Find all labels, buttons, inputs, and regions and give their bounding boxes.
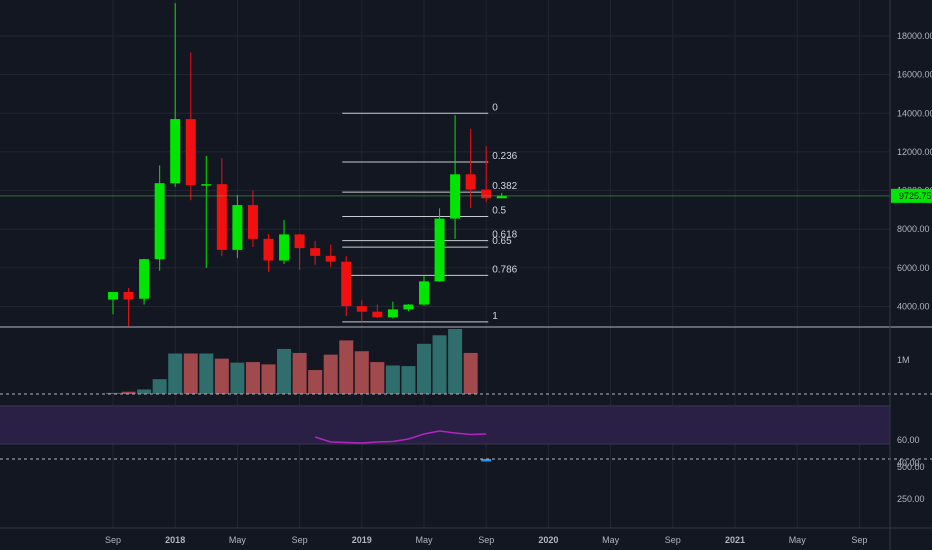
volume-bar (137, 389, 152, 394)
volume-bar (417, 343, 431, 394)
volume-bar (448, 329, 463, 394)
price-tick-label: 8000.00 (897, 224, 930, 234)
candle-body (170, 119, 181, 184)
candle-body (108, 291, 118, 300)
candle-body (279, 234, 290, 261)
price-tick-label: 16000.00 (897, 70, 932, 80)
candle-body (325, 255, 336, 262)
time-tick-label: May (602, 535, 620, 545)
time-tick-label: Sep (105, 535, 121, 545)
candle-body (232, 205, 243, 250)
volume-bar (370, 362, 385, 394)
time-tick-label: 2021 (725, 535, 745, 545)
volume-bar (106, 392, 120, 394)
volume-bar (152, 379, 167, 394)
time-tick-label: 2020 (538, 535, 558, 545)
candle-body (123, 291, 134, 300)
fib-level-label: 1 (492, 311, 498, 322)
candle-body (465, 174, 476, 190)
candle-body (216, 184, 227, 250)
volume-tick-label: 1M (897, 355, 910, 365)
candle-body (263, 238, 274, 261)
volume-bar (292, 352, 307, 394)
axes: 18000.0016000.0014000.0012000.0010000.00… (105, 31, 932, 545)
volume-bar (432, 335, 447, 394)
volume-bar (277, 348, 292, 394)
time-tick-label: May (229, 535, 247, 545)
current-price-value: 9725.75 (899, 191, 932, 201)
time-tick-label: May (789, 535, 807, 545)
time-tick-label: 2018 (165, 535, 185, 545)
grid-lines (0, 0, 890, 528)
time-tick-label: 2019 (352, 535, 372, 545)
candle-body (419, 281, 429, 305)
fib-level-label: 0.786 (492, 264, 517, 275)
time-tick-label: Sep (665, 535, 681, 545)
volume-bar (308, 370, 323, 394)
rsi-pane (314, 430, 487, 444)
volume-bar (463, 352, 478, 394)
volume-bar (323, 354, 338, 394)
volume-bar (168, 353, 183, 394)
candlestick-series (0, 3, 890, 327)
volume-bar (339, 340, 354, 394)
third-pane-marker (481, 459, 492, 462)
candle-body (154, 183, 165, 260)
candle-body (387, 309, 398, 318)
candle-body (247, 205, 258, 239)
fib-level-label: 0.65 (492, 236, 512, 247)
candle-body (356, 306, 367, 312)
candle-body (185, 119, 196, 186)
price-tick-label: 18000.00 (897, 31, 932, 41)
time-tick-label: Sep (478, 535, 494, 545)
rsi-band (0, 406, 890, 444)
rsi-tick-label: 40.00 (897, 458, 920, 468)
current-price-tag (891, 188, 932, 203)
candle-body (403, 304, 414, 310)
candle-body (201, 184, 212, 186)
candle-body (496, 195, 507, 199)
price-tick-label: 12000.00 (897, 147, 932, 157)
volume-bar (401, 366, 416, 394)
time-tick-label: May (415, 535, 433, 545)
volume-bar (385, 365, 400, 394)
volume-bar (354, 351, 369, 394)
volume-pane (106, 329, 478, 394)
volume-bar (261, 364, 276, 394)
third-tick-label: 500.00 (897, 462, 925, 472)
volume-bar (199, 353, 214, 394)
fib-level-label: 0.5 (492, 205, 506, 216)
rsi-line (314, 430, 487, 444)
volume-bar (121, 391, 136, 394)
third-indicator-pane (481, 459, 492, 462)
volume-bar (183, 353, 198, 394)
fib-level-label: 0.236 (492, 151, 517, 162)
candle-body (310, 248, 321, 256)
fib-level-label: 0.618 (492, 230, 517, 241)
candle-body (434, 218, 445, 282)
candle-body (341, 261, 352, 307)
candle-body (294, 234, 305, 249)
price-tick-label: 4000.00 (897, 301, 930, 311)
fib-level-label: 0 (492, 102, 498, 113)
volume-bar (214, 358, 229, 394)
candle-body (450, 174, 461, 219)
fib-level-label: 0.382 (492, 181, 517, 192)
rsi-tick-label: 60.00 (897, 435, 920, 445)
price-tick-label: 14000.00 (897, 108, 932, 118)
third-tick-label: 250.00 (897, 494, 925, 504)
candle-body (139, 259, 150, 299)
candle-body (481, 189, 492, 199)
candle-body (372, 311, 383, 318)
time-tick-label: Sep (292, 535, 308, 545)
volume-bar (245, 362, 260, 394)
volume-bar (230, 362, 245, 394)
price-tick-label: 6000.00 (897, 263, 930, 273)
time-tick-label: Sep (851, 535, 867, 545)
